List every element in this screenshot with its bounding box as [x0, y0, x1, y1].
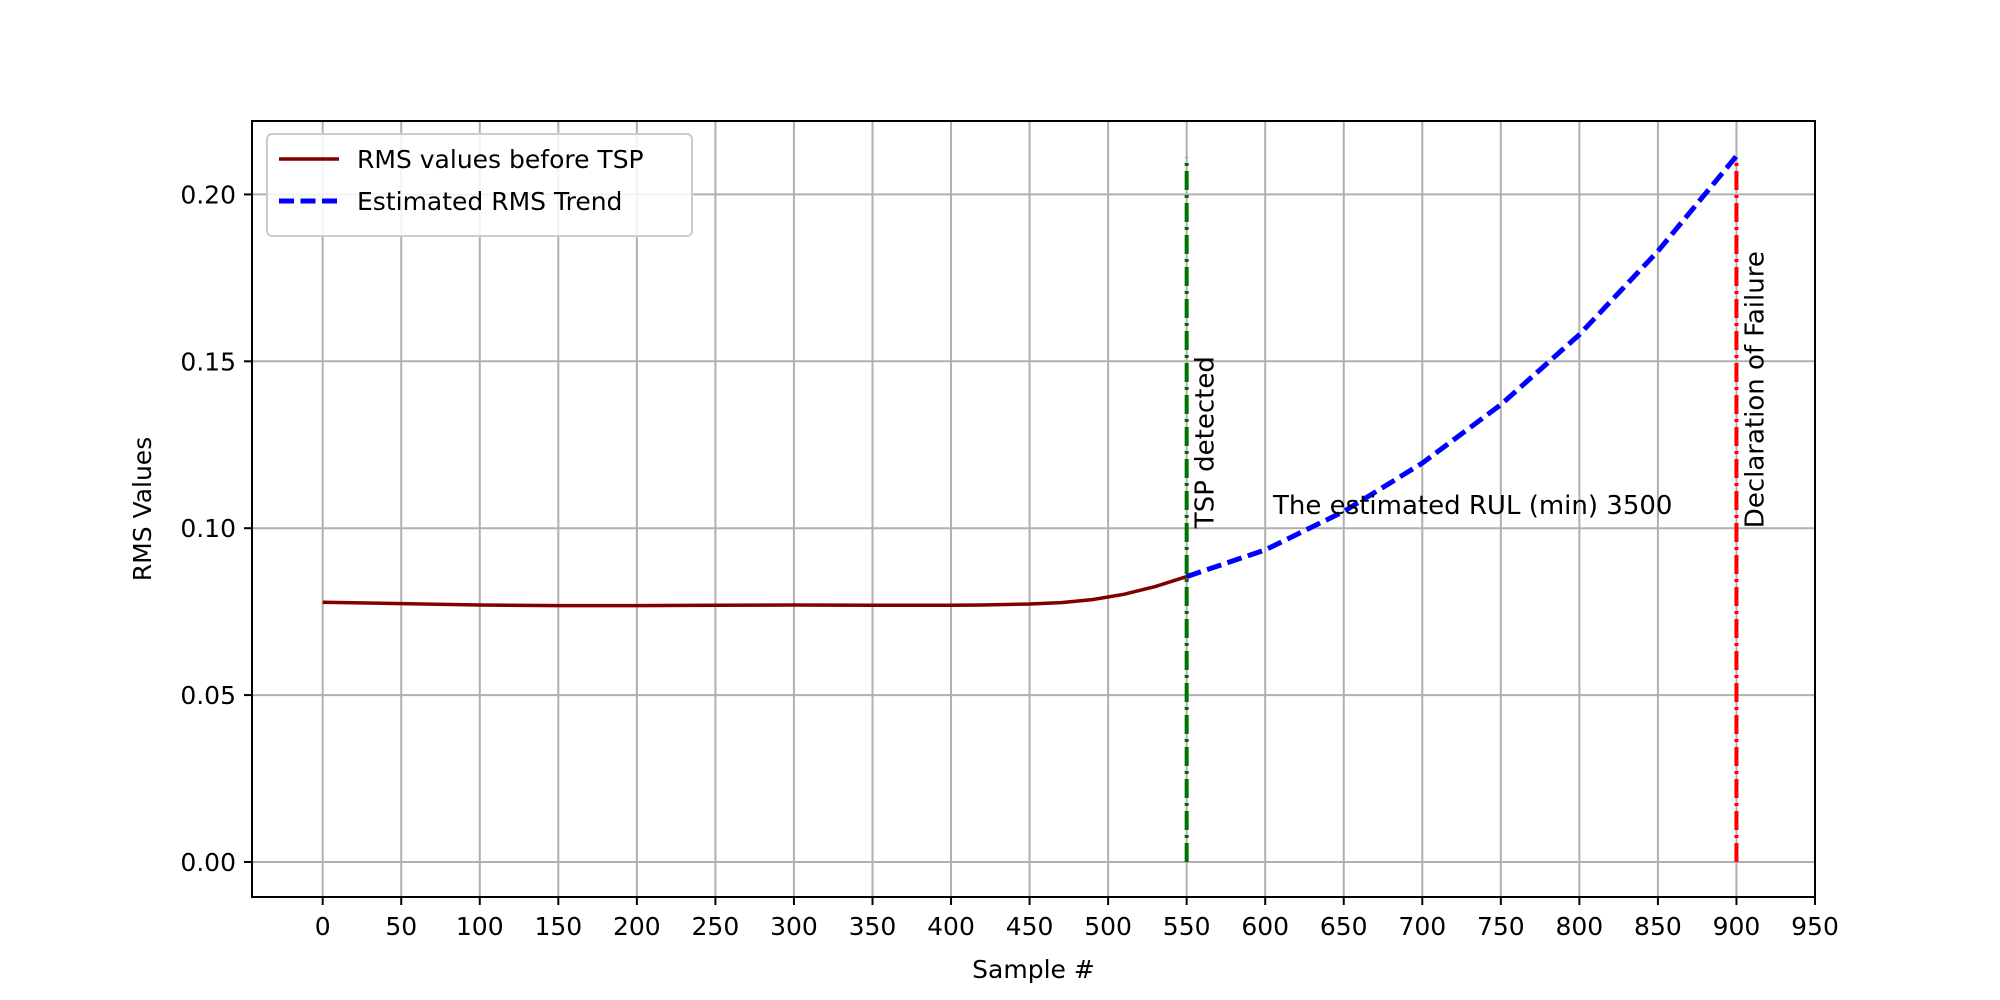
x-tick-label: 750 — [1477, 912, 1525, 941]
y-tick-label: 0.15 — [180, 347, 236, 376]
x-tick-label: 100 — [456, 912, 504, 941]
x-tick-label: 900 — [1713, 912, 1761, 941]
x-tick-label: 0 — [315, 912, 331, 941]
legend-label: Estimated RMS Trend — [357, 187, 622, 216]
y-axis-label: RMS Values — [128, 437, 157, 581]
x-tick-label: 350 — [849, 912, 897, 941]
series-line — [1185, 154, 1739, 579]
x-axis-label: Sample # — [972, 955, 1095, 984]
x-tick-label: 700 — [1398, 912, 1446, 941]
y-tick-label: 0.10 — [180, 514, 236, 543]
y-axis-ticks: 0.00 0.05 0.10 0.15 0.20 — [180, 180, 252, 877]
x-tick-label: 300 — [770, 912, 818, 941]
legend: RMS values before TSP Estimated RMS Trend — [266, 133, 693, 237]
x-axis-ticks: 0 50 100 150 200 250 300 350 400 450 500 550 600 650 7… — [315, 897, 1839, 941]
x-tick-label: 850 — [1634, 912, 1682, 941]
series-line — [322, 574, 1188, 608]
x-tick-label: 650 — [1320, 912, 1368, 941]
x-tick-label: 950 — [1791, 912, 1839, 941]
annotation-text: The estimated RUL (min) 3500 — [1272, 491, 1672, 521]
x-tick-label: 250 — [692, 912, 740, 941]
vline-label: Declaration of Failure — [1740, 251, 1770, 528]
annotations: TSP detected Declaration of Failure The es… — [1191, 251, 1771, 529]
y-tick-label: 0.00 — [180, 848, 236, 877]
series-lines — [322, 154, 1739, 608]
x-tick-label: 50 — [385, 912, 417, 941]
x-tick-label: 450 — [1006, 912, 1054, 941]
x-tick-label: 600 — [1241, 912, 1289, 941]
vline-label: TSP detected — [1191, 356, 1221, 529]
x-tick-label: 150 — [534, 912, 582, 941]
y-tick-label: 0.05 — [180, 681, 236, 710]
y-tick-label: 0.20 — [180, 180, 236, 209]
x-tick-label: 400 — [927, 912, 975, 941]
x-tick-label: 500 — [1084, 912, 1132, 941]
x-tick-label: 550 — [1163, 912, 1211, 941]
legend-label: RMS values before TSP — [357, 145, 644, 174]
plot-frame — [251, 120, 1816, 898]
x-tick-label: 800 — [1556, 912, 1604, 941]
x-tick-label: 200 — [613, 912, 661, 941]
legend-box — [266, 133, 693, 237]
vertical-markers — [1184, 157, 1739, 862]
